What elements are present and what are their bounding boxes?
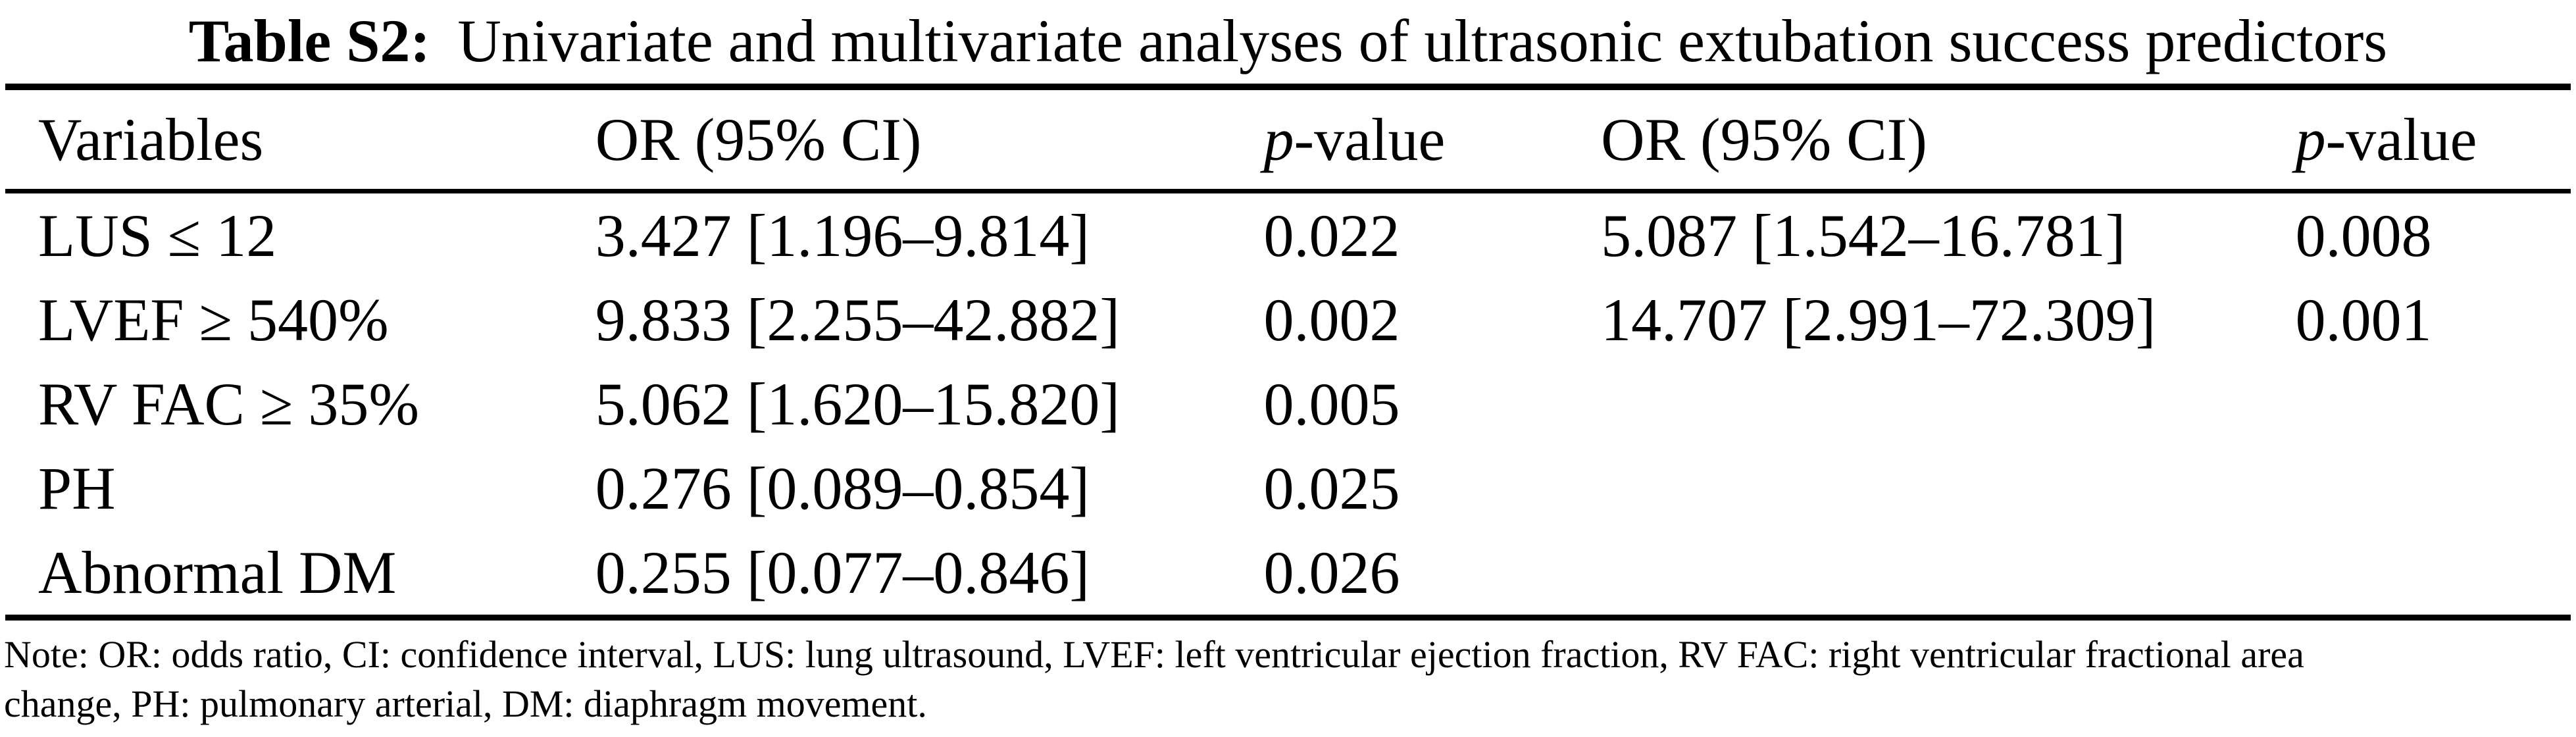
col-header-univariate-pvalue-italic: p [1263,106,1294,173]
cell-variable: LVEF ≥ 540% [38,286,389,353]
cell-multivariate-or: 14.707 [2.991–72.309] [1601,286,2156,353]
col-header-univariate-pvalue: p-value [1263,87,1602,193]
cell-variable: PH [38,455,116,522]
col-header-multivariate-pvalue: p-value [2295,87,2571,193]
col-header-multivariate-pvalue-italic: p [2295,106,2326,173]
col-header-multivariate-or-label: OR (95% CI) [1601,106,1927,173]
cell-univariate-or: 0.255 [0.077–0.846] [595,539,1090,606]
cell-univariate-or: 0.276 [0.089–0.854] [595,455,1090,522]
table-row: LUS ≤ 12 3.427 [1.196–9.814] 0.022 5.087… [5,191,2571,278]
col-header-variables: Variables [5,87,595,193]
cell-variable: RV FAC ≥ 35% [38,370,420,438]
table-caption: Table S2: Univariate and multivariate ana… [0,0,2576,84]
note-line-1: Note: OR: odds ratio, CI: confidence int… [4,633,2304,676]
col-header-univariate-or-label: OR (95% CI) [595,106,922,173]
col-header-multivariate-pvalue-label: -value [2325,106,2477,173]
cell-variable: Abnormal DM [38,539,397,606]
table-caption-label: Table S2: [188,7,431,74]
table-row: PH 0.276 [0.089–0.854] 0.025 [5,446,2571,530]
note-line-2: change, PH: pulmonary arterial, DM: diap… [4,682,927,726]
cell-univariate-or: 5.062 [1.620–15.820] [595,370,1121,438]
cell-multivariate-pvalue [2296,530,2571,618]
cell-univariate-pvalue: 0.002 [1263,286,1400,353]
table-row: LVEF ≥ 540% 9.833 [2.255–42.882] 0.002 1… [5,278,2571,362]
cell-multivariate-pvalue [2296,362,2571,446]
col-header-univariate-or: OR (95% CI) [595,87,1264,193]
table-row: RV FAC ≥ 35% 5.062 [1.620–15.820] 0.005 [5,362,2571,446]
results-table: Variables OR (95% CI) p-value OR (95% CI… [5,84,2571,621]
header-row: Variables OR (95% CI) p-value OR (95% CI… [5,87,2571,193]
cell-univariate-or: 3.427 [1.196–9.814] [595,202,1090,269]
cell-multivariate-pvalue: 0.008 [2295,202,2432,269]
table-row: Abnormal DM 0.255 [0.077–0.846] 0.026 [5,530,2571,618]
cell-multivariate-or [1601,362,2295,446]
col-header-univariate-pvalue-label: -value [1294,106,1446,173]
cell-multivariate-or: 5.087 [1.542–16.781] [1601,202,2126,269]
cell-univariate-pvalue: 0.022 [1263,202,1400,269]
cell-univariate-pvalue: 0.026 [1263,539,1400,606]
table-note: Note: OR: odds ratio, CI: confidence int… [0,621,2576,729]
cell-univariate-pvalue: 0.025 [1263,455,1400,522]
cell-univariate-pvalue: 0.005 [1263,370,1400,438]
cell-univariate-or: 9.833 [2.255–42.882] [595,286,1121,353]
col-header-variables-label: Variables [38,106,264,173]
table-caption-text: Univariate and multivariate analyses of … [457,7,2388,74]
cell-variable: LUS ≤ 12 [38,202,277,269]
cell-multivariate-pvalue: 0.001 [2295,286,2432,353]
cell-multivariate-or [1601,446,2295,530]
col-header-multivariate-or: OR (95% CI) [1601,87,2296,193]
cell-multivariate-pvalue [2296,446,2571,530]
cell-multivariate-or [1601,530,2295,618]
